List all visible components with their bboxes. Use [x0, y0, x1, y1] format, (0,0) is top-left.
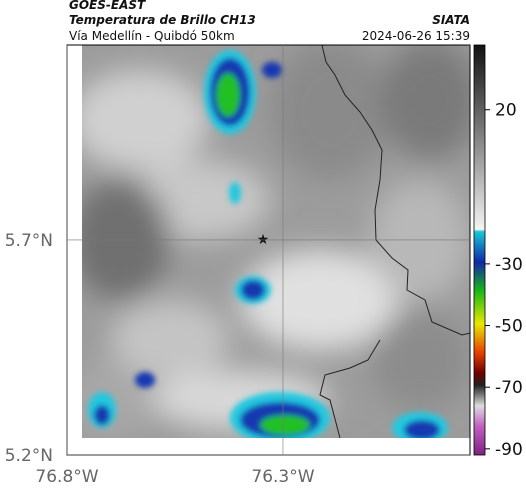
timestamp: 2024-06-26 15:39 [362, 29, 470, 43]
subtitle: Vía Medellín - Quibdó 50km [69, 29, 235, 43]
colorbar [473, 44, 486, 456]
colorbar-tick-label: -70 [495, 378, 523, 398]
agency: SIATA [432, 13, 470, 27]
colorbar-tick-label: -30 [495, 255, 523, 275]
source: GOES-EAST [69, 0, 146, 12]
lon-tick-label: 76.8°W [35, 467, 98, 487]
satellite-image [82, 45, 470, 438]
lat-tick-label: 5.2°N [5, 446, 53, 466]
colorbar-tick-label: -90 [495, 440, 523, 460]
title: Temperatura de Brillo CH13 [69, 13, 256, 27]
colorbar-tick-label: -50 [495, 317, 523, 337]
colorbar-tick-label: 20 [495, 101, 517, 121]
lon-tick-label: 76.3°W [251, 467, 314, 487]
lat-tick-label: 5.7°N [5, 231, 53, 251]
